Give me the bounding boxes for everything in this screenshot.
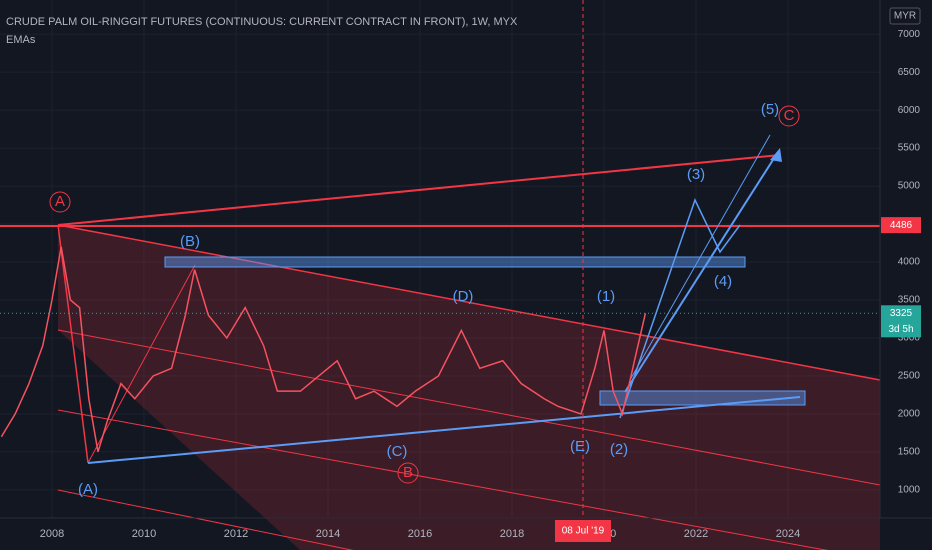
x-tick-label: 2014 bbox=[316, 528, 340, 540]
drawings bbox=[0, 0, 881, 550]
crosshair-date: 08 Jul '19 bbox=[562, 526, 605, 537]
wave-label: (4) bbox=[714, 273, 732, 290]
grid bbox=[0, 0, 880, 518]
projection bbox=[629, 134, 771, 381]
wave-label: (E) bbox=[570, 438, 590, 455]
x-tick-label: 2018 bbox=[500, 528, 524, 540]
wave-label: (3) bbox=[687, 166, 705, 183]
projection bbox=[619, 198, 741, 419]
x-tick-label: 2012 bbox=[224, 528, 248, 540]
y-tick-label: 7000 bbox=[898, 29, 921, 40]
wave-label: (1) bbox=[597, 288, 615, 305]
currency[interactable]: MYR bbox=[894, 11, 916, 22]
arrow-head bbox=[770, 148, 782, 162]
y-tick-label: 1000 bbox=[898, 485, 921, 496]
wave-label: (A) bbox=[78, 481, 98, 498]
y-tick-label: 5500 bbox=[898, 143, 921, 154]
y-tick-label: 2500 bbox=[898, 371, 921, 382]
price-label-box bbox=[881, 217, 921, 234]
projection-arrow bbox=[624, 151, 779, 393]
channel-line bbox=[57, 329, 881, 486]
x-tick-label: 2022 bbox=[684, 528, 708, 540]
wave-label: A bbox=[55, 193, 65, 210]
x-tick-label: 2016 bbox=[408, 528, 432, 540]
price-line bbox=[0, 246, 647, 453]
wave-circle bbox=[778, 105, 800, 127]
y-tick-label: 6000 bbox=[898, 105, 921, 116]
x-tick-label: 2008 bbox=[40, 528, 64, 540]
y-tick-label: 2000 bbox=[898, 409, 921, 420]
wave-label: (D) bbox=[453, 288, 474, 305]
trend-line bbox=[87, 264, 196, 464]
channel-line bbox=[57, 489, 354, 550]
channel-line bbox=[57, 224, 881, 381]
countdown: 3d 5h bbox=[888, 324, 913, 335]
pitchfork-fill bbox=[58, 225, 880, 550]
y-tick-label: 5000 bbox=[898, 181, 921, 192]
wave-label: (5) bbox=[761, 101, 779, 118]
y-tick-label: 6500 bbox=[898, 67, 921, 78]
plot bbox=[0, 246, 647, 453]
zone bbox=[599, 390, 806, 406]
last-price-box bbox=[881, 305, 921, 338]
y-tick-label: 3500 bbox=[898, 295, 921, 306]
zone bbox=[164, 256, 746, 268]
crosshair-date-box bbox=[555, 520, 611, 542]
x-tick-label: 2010 bbox=[132, 528, 156, 540]
wave-label: (2) bbox=[610, 441, 628, 458]
wave-label: B bbox=[403, 464, 413, 481]
wave-label: (B) bbox=[180, 233, 200, 250]
y-tick-label: 3000 bbox=[898, 333, 921, 344]
trend-line bbox=[57, 154, 781, 226]
x-tick-label: 2024 bbox=[776, 528, 800, 540]
subtitle: EMAs bbox=[6, 34, 36, 46]
wave-label: (C) bbox=[387, 443, 408, 460]
last-price: 3325 bbox=[890, 308, 913, 319]
chart-title: CRUDE PALM OIL-RINGGIT FUTURES (CONTINUO… bbox=[6, 16, 518, 28]
wave-circle bbox=[397, 462, 419, 484]
y-tick-label: 1500 bbox=[898, 447, 921, 458]
y-tick-label: 4000 bbox=[898, 257, 921, 268]
support-line bbox=[87, 396, 801, 464]
channel-line bbox=[57, 409, 828, 550]
wave-circle bbox=[49, 191, 71, 213]
currency-box[interactable] bbox=[889, 7, 921, 25]
price-label: 4486 bbox=[890, 220, 913, 231]
wave-label: C bbox=[784, 107, 795, 124]
trend-line bbox=[57, 224, 89, 464]
